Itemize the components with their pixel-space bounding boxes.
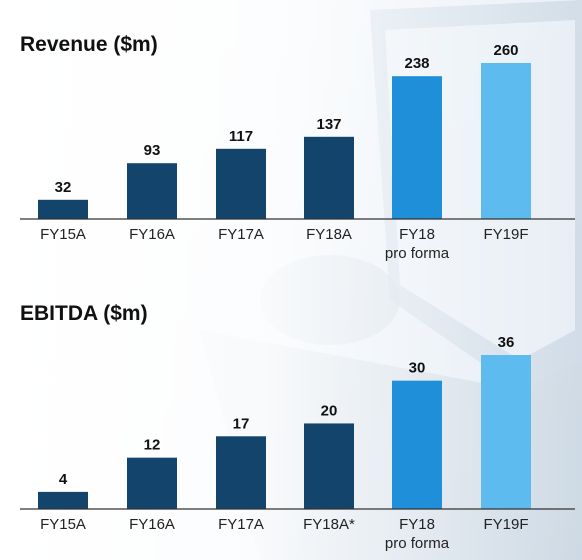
ebitda-bar-6 [481,355,531,509]
ebitda-tick-label-3: FY17A [218,516,264,533]
revenue-tick-label-6: FY19F [483,226,528,243]
revenue-data-label-3: 117 [229,128,253,145]
revenue-tick-label-1: FY15A [40,226,86,243]
revenue-tick-label-2: FY16A [129,226,175,243]
revenue-data-label-5: 238 [404,55,429,72]
revenue-chart-title: Revenue ($m) [20,33,158,56]
revenue-bar-chart: 32 FY15A 93 FY16A 117 FY17A 137 FY18A 238 FY18 pro… [20,42,575,262]
revenue-bar-3 [216,148,266,219]
revenue-data-label-1: 32 [55,179,72,196]
ebitda-bar-2 [127,457,177,509]
ebitda-bar-4 [304,423,354,509]
revenue-tick-label-3: FY17A [218,226,264,243]
ebitda-tick-label-5: FY18 [399,516,435,533]
ebitda-data-label-2: 12 [144,437,161,454]
ebitda-bar-3 [216,436,266,509]
revenue-bar-4 [304,136,354,219]
revenue-bar-5 [392,76,442,219]
revenue-tick-label-5-line-2: pro forma [385,245,450,262]
ebitda-data-label-6: 36 [498,334,515,351]
ebitda-tick-label-2: FY16A [129,516,175,533]
revenue-data-label-2: 93 [144,142,161,159]
ebitda-tick-label-1: FY15A [40,516,86,533]
ebitda-bar-chart: 4 FY15A 12 FY16A 17 FY17A 20 FY18A* 30 FY18 pro fo… [20,334,575,552]
revenue-tick-label-5: FY18 [399,226,435,243]
revenue-bar-6 [481,63,531,219]
ebitda-data-label-3: 17 [233,415,250,432]
ebitda-bar-5 [392,380,442,509]
ebitda-tick-label-4: FY18A* [303,516,355,533]
ebitda-chart-title: EBITDA ($m) [20,302,148,325]
ebitda-tick-label-6: FY19F [483,516,528,533]
ebitda-tick-label-5-line-2: pro forma [385,535,450,552]
revenue-bar-2 [127,163,177,219]
ebitda-bar-1 [38,491,88,509]
ebitda-data-label-4: 20 [321,402,338,419]
revenue-data-label-4: 137 [316,116,341,133]
revenue-tick-label-4: FY18A [306,226,352,243]
revenue-data-label-6: 260 [493,42,518,59]
ebitda-data-label-1: 4 [59,471,68,488]
ebitda-data-label-5: 30 [409,360,426,377]
revenue-bar-1 [38,199,88,219]
